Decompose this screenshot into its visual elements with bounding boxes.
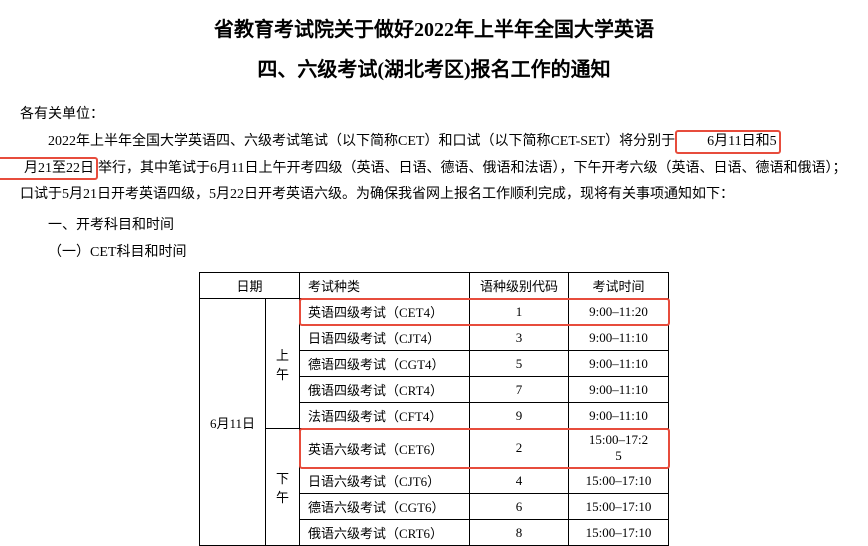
cell-time: 9:00–11:10 — [569, 403, 669, 429]
cell-exam: 法语四级考试（CFT4） — [300, 403, 470, 429]
title-line-1: 省教育考试院关于做好2022年上半年全国大学英语 — [20, 10, 848, 50]
salutation: 各有关单位： — [20, 102, 848, 127]
cell-code: 8 — [470, 520, 569, 546]
highlight-date-1: 6月11日和5 — [675, 130, 780, 154]
cell-exam: 俄语六级考试（CRT6） — [300, 520, 470, 546]
title-line-2: 四、六级考试(湖北考区)报名工作的通知 — [20, 50, 848, 90]
cell-period-pm: 下午 — [266, 429, 300, 546]
cell-code: 1 — [470, 299, 569, 325]
cell-time: 9:00–11:10 — [569, 377, 669, 403]
cell-time: 15:00–17:10 — [569, 494, 669, 520]
cell-exam: 俄语四级考试（CRT4） — [300, 377, 470, 403]
highlight-date-2: 月21至22日 — [0, 157, 98, 181]
table-row: 下午英语六级考试（CET6）215:00–17:25 — [199, 429, 668, 468]
cell-code: 5 — [470, 351, 569, 377]
cell-exam: 日语六级考试（CJT6） — [300, 468, 470, 494]
cell-exam: 德语四级考试（CGT4） — [300, 351, 470, 377]
th-exam-type: 考试种类 — [300, 273, 470, 299]
table-body: 6月11日上午英语四级考试（CET4）19:00–11:20日语四级考试（CJT… — [199, 299, 668, 546]
cell-exam: 德语六级考试（CGT6） — [300, 494, 470, 520]
cell-time: 15:00–17:10 — [569, 520, 669, 546]
cell-period-am: 上午 — [266, 299, 300, 429]
para-pre: 2022年上半年全国大学英语四、六级考试笔试（以下简称CET）和口试（以下简称C… — [48, 134, 675, 149]
schedule-table-wrap: 日期 考试种类 语种级别代码 考试时间 6月11日上午英语四级考试（CET4）1… — [20, 272, 848, 546]
main-paragraph: 2022年上半年全国大学英语四、六级考试笔试（以下简称CET）和口试（以下简称C… — [20, 129, 848, 209]
cell-time: 15:00–17:25 — [569, 429, 669, 468]
section-1-1-heading: （一）CET科目和时间 — [20, 240, 848, 267]
para-post: 举行，其中笔试于6月11日上午开考四级（英语、日语、德语、俄语和法语），下午开考… — [20, 161, 846, 203]
cell-exam: 英语六级考试（CET6） — [300, 429, 470, 468]
cell-time: 9:00–11:20 — [569, 299, 669, 325]
cell-code: 3 — [470, 325, 569, 351]
th-lang-code: 语种级别代码 — [470, 273, 569, 299]
cell-exam: 英语四级考试（CET4） — [300, 299, 470, 325]
cell-exam: 日语四级考试（CJT4） — [300, 325, 470, 351]
cell-time: 9:00–11:10 — [569, 325, 669, 351]
cell-time: 9:00–11:10 — [569, 351, 669, 377]
cell-code: 7 — [470, 377, 569, 403]
th-date: 日期 — [199, 273, 299, 299]
table-header-row: 日期 考试种类 语种级别代码 考试时间 — [199, 273, 668, 299]
cell-date: 6月11日 — [199, 299, 265, 546]
cell-time: 15:00–17:10 — [569, 468, 669, 494]
cell-code: 2 — [470, 429, 569, 468]
cell-code: 6 — [470, 494, 569, 520]
cell-code: 4 — [470, 468, 569, 494]
table-row: 6月11日上午英语四级考试（CET4）19:00–11:20 — [199, 299, 668, 325]
cell-code: 9 — [470, 403, 569, 429]
th-exam-time: 考试时间 — [569, 273, 669, 299]
schedule-table: 日期 考试种类 语种级别代码 考试时间 6月11日上午英语四级考试（CET4）1… — [199, 272, 669, 546]
section-1-heading: 一、开考科目和时间 — [20, 213, 848, 240]
